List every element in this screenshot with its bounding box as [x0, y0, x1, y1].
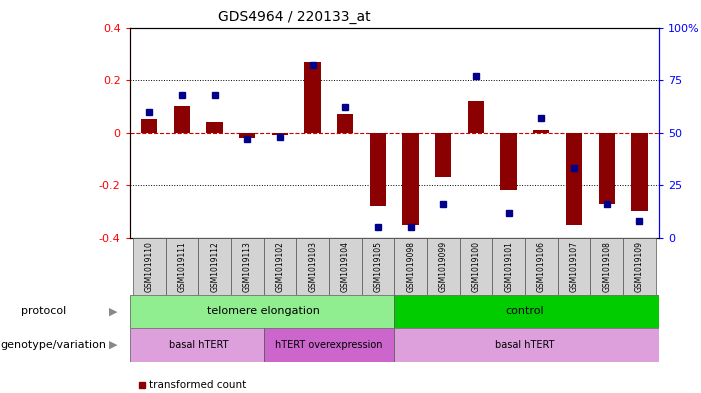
Text: GSM1019110: GSM1019110	[145, 241, 154, 292]
Bar	[198, 238, 231, 295]
Text: GSM1019104: GSM1019104	[341, 241, 350, 292]
Bar	[239, 132, 255, 138]
Text: protocol: protocol	[21, 307, 67, 316]
Bar	[141, 119, 158, 132]
Bar	[272, 132, 288, 135]
Bar	[297, 238, 329, 295]
Bar	[566, 132, 582, 225]
Text: GSM1019099: GSM1019099	[439, 241, 448, 292]
Bar	[370, 132, 386, 206]
Bar	[435, 132, 451, 177]
Text: GSM1019109: GSM1019109	[635, 241, 644, 292]
Text: GSM1019105: GSM1019105	[374, 241, 383, 292]
Bar	[492, 238, 525, 295]
Bar	[130, 328, 264, 362]
Text: hTERT overexpression: hTERT overexpression	[275, 340, 383, 350]
Text: GSM1019098: GSM1019098	[406, 241, 415, 292]
Bar	[133, 238, 165, 295]
Text: GSM1019103: GSM1019103	[308, 241, 317, 292]
Bar	[130, 295, 394, 328]
Bar	[394, 238, 427, 295]
Text: ▶: ▶	[109, 340, 118, 350]
Text: ▶: ▶	[109, 307, 118, 316]
Bar	[525, 238, 558, 295]
Bar	[329, 238, 362, 295]
Text: GDS4964 / 220133_at: GDS4964 / 220133_at	[218, 10, 371, 24]
Text: GSM1019111: GSM1019111	[177, 241, 186, 292]
Text: GSM1019108: GSM1019108	[602, 241, 611, 292]
Bar	[264, 328, 394, 362]
Bar	[623, 238, 655, 295]
Bar	[304, 62, 321, 132]
Text: GSM1019113: GSM1019113	[243, 241, 252, 292]
Bar	[631, 132, 648, 211]
Bar	[468, 101, 484, 132]
Bar	[460, 238, 492, 295]
Bar	[402, 132, 418, 225]
Bar	[165, 238, 198, 295]
Text: GSM1019102: GSM1019102	[275, 241, 285, 292]
Bar	[394, 295, 659, 328]
Bar	[394, 328, 659, 362]
Bar	[231, 238, 264, 295]
Text: control: control	[505, 307, 544, 316]
Bar	[558, 238, 590, 295]
Text: GSM1019101: GSM1019101	[504, 241, 513, 292]
Bar	[427, 238, 460, 295]
Text: GSM1019112: GSM1019112	[210, 241, 219, 292]
Text: GSM1019106: GSM1019106	[537, 241, 546, 292]
Text: genotype/variation: genotype/variation	[0, 340, 106, 350]
Bar	[501, 132, 517, 191]
Bar	[362, 238, 394, 295]
Text: basal hTERT: basal hTERT	[495, 340, 554, 350]
Bar	[337, 114, 353, 132]
Bar	[599, 132, 615, 204]
Bar	[533, 130, 550, 132]
Bar	[174, 107, 190, 132]
Text: GSM1019107: GSM1019107	[569, 241, 578, 292]
Legend: transformed count, percentile rank within the sample: transformed count, percentile rank withi…	[135, 376, 329, 393]
Bar	[207, 122, 223, 132]
Text: telomere elongation: telomere elongation	[207, 307, 320, 316]
Bar	[590, 238, 623, 295]
Bar	[264, 238, 297, 295]
Text: GSM1019100: GSM1019100	[472, 241, 480, 292]
Text: basal hTERT: basal hTERT	[168, 340, 228, 350]
